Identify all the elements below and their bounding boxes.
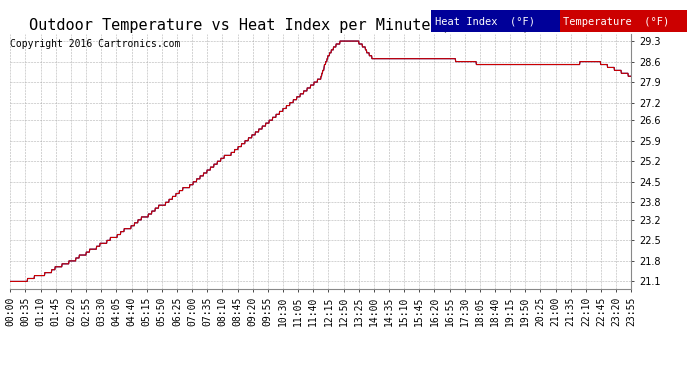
Text: Heat Index  (°F): Heat Index (°F) [435,17,535,27]
Text: Temperature  (°F): Temperature (°F) [563,17,669,27]
Title: Outdoor Temperature vs Heat Index per Minute (24 Hours) 20161211: Outdoor Temperature vs Heat Index per Mi… [29,18,613,33]
Text: Copyright 2016 Cartronics.com: Copyright 2016 Cartronics.com [10,39,181,49]
